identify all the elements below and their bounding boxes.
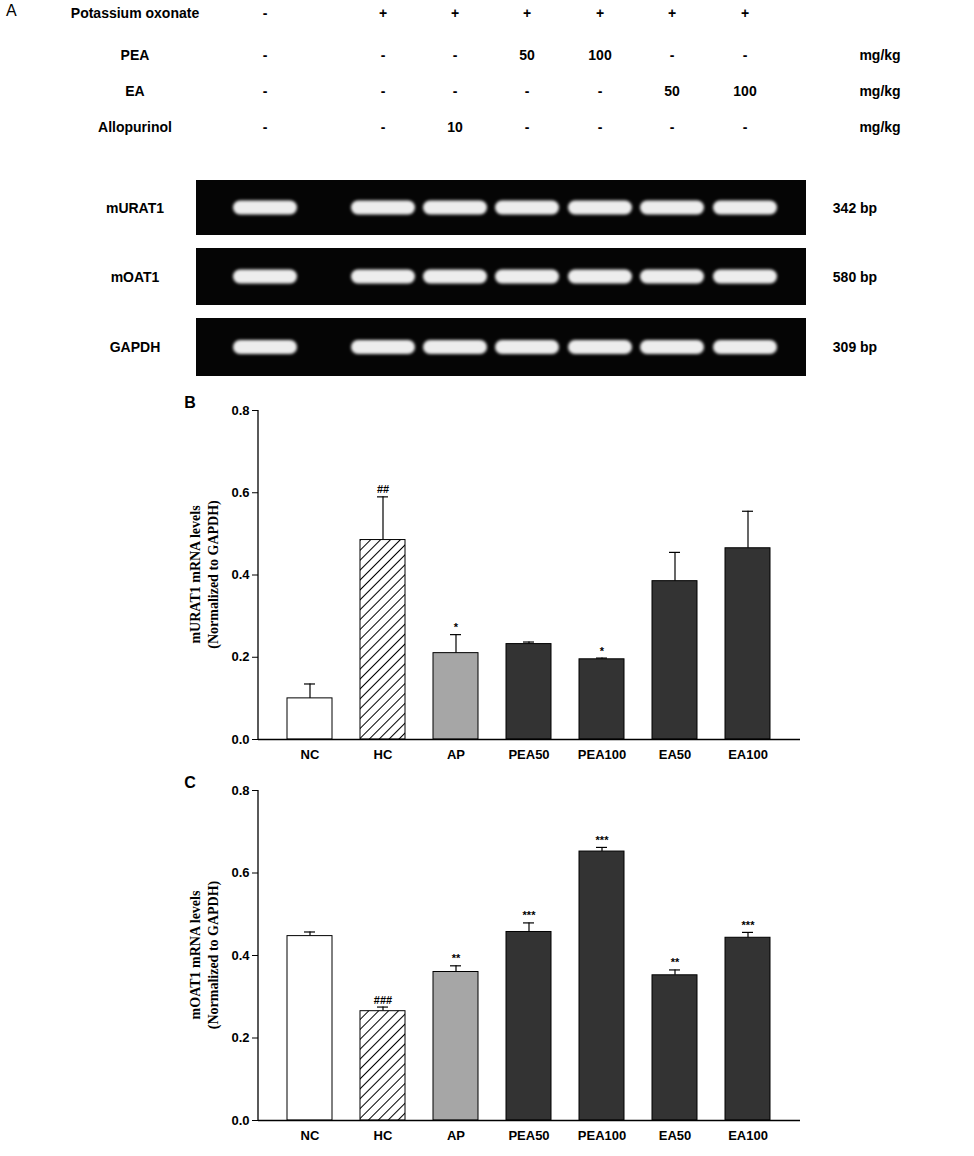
svg-text:**: ** [452, 952, 461, 964]
svg-text:-: - [453, 83, 458, 99]
svg-text:mg/kg: mg/kg [859, 83, 900, 99]
svg-text:mURAT1: mURAT1 [106, 200, 164, 216]
svg-text:100: 100 [588, 47, 612, 63]
svg-text:EA50: EA50 [659, 747, 692, 762]
svg-text:+: + [741, 5, 749, 21]
svg-text:-: - [263, 119, 268, 135]
svg-text:-: - [525, 119, 530, 135]
svg-text:-: - [598, 83, 603, 99]
svg-text:-: - [743, 119, 748, 135]
svg-text:mOAT1: mOAT1 [111, 269, 160, 285]
svg-text:mg/kg: mg/kg [859, 47, 900, 63]
svg-text:AP: AP [447, 747, 465, 762]
svg-text:50: 50 [519, 47, 535, 63]
svg-text:0.6: 0.6 [231, 865, 249, 880]
svg-text:-: - [453, 47, 458, 63]
svg-text:PEA50: PEA50 [508, 747, 549, 762]
svg-text:Allopurinol: Allopurinol [98, 119, 172, 135]
svg-text:-: - [263, 83, 268, 99]
svg-text:EA100: EA100 [728, 1128, 768, 1143]
svg-text:A: A [6, 2, 17, 19]
svg-text:-: - [743, 47, 748, 63]
svg-text:*: * [454, 621, 459, 633]
svg-text:(Normalized to GAPDH): (Normalized to GAPDH) [206, 880, 222, 1029]
svg-text:-: - [381, 83, 386, 99]
svg-text:Potassium oxonate: Potassium oxonate [71, 5, 200, 21]
svg-text:NC: NC [301, 747, 320, 762]
svg-text:-: - [381, 47, 386, 63]
svg-text:+: + [668, 5, 676, 21]
svg-text:(Normalized to GAPDH): (Normalized to GAPDH) [206, 500, 222, 649]
svg-text:50: 50 [664, 83, 680, 99]
svg-text:0.4: 0.4 [231, 567, 250, 582]
svg-text:***: *** [523, 909, 537, 921]
svg-text:mURAT1 mRNA levels: mURAT1 mRNA levels [188, 505, 203, 644]
svg-text:-: - [598, 119, 603, 135]
svg-text:NC: NC [301, 1128, 320, 1143]
svg-text:*: * [600, 645, 605, 657]
svg-text:0.0: 0.0 [231, 1113, 249, 1128]
svg-text:-: - [381, 119, 386, 135]
svg-text:##: ## [377, 483, 389, 495]
svg-text:309 bp: 309 bp [833, 339, 877, 355]
svg-text:EA50: EA50 [659, 1128, 692, 1143]
svg-text:100: 100 [733, 83, 757, 99]
svg-text:+: + [596, 5, 604, 21]
svg-text:###: ### [374, 994, 392, 1006]
svg-text:-: - [525, 83, 530, 99]
svg-text:+: + [451, 5, 459, 21]
svg-text:0.2: 0.2 [231, 1030, 249, 1045]
svg-text:PEA100: PEA100 [578, 1128, 626, 1143]
svg-text:HC: HC [374, 747, 393, 762]
svg-text:+: + [523, 5, 531, 21]
svg-text:0.0: 0.0 [231, 732, 249, 747]
svg-text:EA100: EA100 [728, 747, 768, 762]
svg-text:0.4: 0.4 [231, 948, 250, 963]
svg-text:342 bp: 342 bp [833, 200, 877, 216]
svg-text:0.2: 0.2 [231, 649, 249, 664]
svg-text:-: - [670, 47, 675, 63]
svg-text:**: ** [671, 956, 680, 968]
svg-text:AP: AP [447, 1128, 465, 1143]
svg-text:0.6: 0.6 [231, 485, 249, 500]
svg-text:-: - [263, 47, 268, 63]
svg-text:mg/kg: mg/kg [859, 119, 900, 135]
svg-text:C: C [184, 775, 196, 791]
svg-text:mOAT1 mRNA levels: mOAT1 mRNA levels [188, 890, 203, 1019]
svg-text:580 bp: 580 bp [833, 269, 877, 285]
svg-text:10: 10 [447, 119, 463, 135]
svg-text:0.8: 0.8 [231, 403, 249, 418]
svg-text:GAPDH: GAPDH [110, 339, 161, 355]
svg-text:PEA50: PEA50 [508, 1128, 549, 1143]
svg-text:0.8: 0.8 [231, 783, 249, 798]
svg-text:***: *** [596, 834, 610, 846]
svg-text:-: - [263, 5, 268, 21]
svg-text:+: + [379, 5, 387, 21]
svg-text:-: - [670, 119, 675, 135]
svg-text:B: B [184, 394, 196, 411]
svg-text:HC: HC [374, 1128, 393, 1143]
svg-text:PEA100: PEA100 [578, 747, 626, 762]
svg-text:EA: EA [125, 83, 144, 99]
svg-text:PEA: PEA [121, 47, 150, 63]
svg-text:***: *** [742, 919, 756, 931]
